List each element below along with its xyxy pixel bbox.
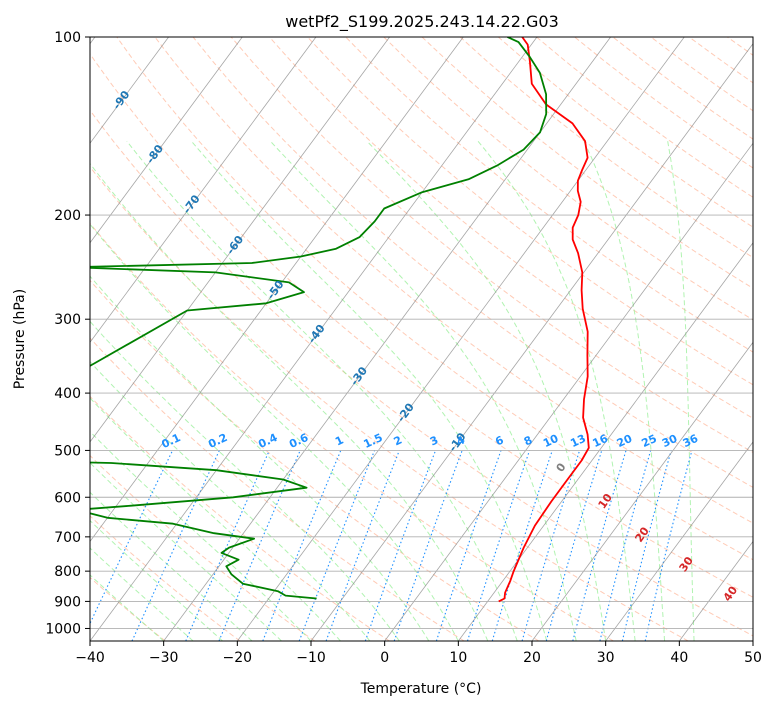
- isotherm-line: [90, 37, 317, 344]
- x-axis-ticks: −40 −30 −20 −10 0 10 20 30 40 50: [75, 641, 762, 666]
- isotherm-line: [531, 341, 753, 641]
- dry-adiabat-line: [90, 395, 390, 641]
- mixing-ratio-label: 30: [660, 432, 680, 450]
- mixing-ratio-label: 10: [541, 432, 561, 450]
- mixing-ratio-label: 20: [615, 432, 635, 450]
- x-tick-label: −40: [75, 650, 105, 666]
- mixing-ratio-line: [262, 450, 342, 641]
- x-tick-label: 40: [670, 650, 688, 666]
- y-tick-label: 200: [54, 208, 81, 224]
- mixing-ratio-lines: [90, 450, 693, 641]
- x-tick-label: −20: [223, 650, 253, 666]
- dry-adiabat-line: [192, 37, 753, 488]
- plot-area: -100-90-80-70-60-50-40-30-20-100.10.20.4…: [90, 37, 753, 641]
- isotherm-line: [90, 37, 538, 641]
- x-tick-label: 10: [449, 650, 467, 666]
- mixing-ratio-line: [521, 450, 581, 641]
- isotherm-line: [90, 37, 169, 144]
- mixing-ratio-line: [325, 450, 400, 641]
- mixing-ratio-line: [545, 450, 603, 641]
- dewpoint-profile-line: [90, 37, 548, 600]
- x-tick-label: 30: [597, 650, 615, 666]
- x-tick-label: −10: [296, 650, 326, 666]
- y-tick-label: 600: [54, 490, 81, 506]
- y-tick-label: 400: [54, 386, 81, 402]
- isotherm-line: [90, 37, 243, 244]
- y-axis-ticks: 100 200 300 400 500 600 700 800 900 1000: [45, 30, 90, 637]
- dry-adiabat-line: [90, 576, 166, 641]
- dry-adiabat-line: [90, 222, 614, 641]
- mixing-ratio-line: [466, 450, 531, 641]
- isotherms: [90, 37, 753, 641]
- mixing-ratio-line: [435, 450, 502, 641]
- x-tick-label: 50: [744, 650, 762, 666]
- dry-adiabat-line: [90, 515, 241, 641]
- temperature-profile-line: [498, 37, 590, 603]
- y-tick-label: 800: [54, 564, 81, 580]
- dry-adiabat-line: [383, 37, 753, 321]
- mixing-ratio-label: 16: [591, 432, 611, 450]
- x-tick-label: 0: [380, 650, 389, 666]
- x-tick-label: −30: [149, 650, 179, 666]
- isotherm-line: [310, 43, 753, 641]
- mixing-ratio-label: 13: [568, 432, 587, 450]
- mixing-ratio-line: [491, 450, 553, 641]
- isotherm-line: [90, 37, 464, 543]
- mixing-ratio-label: 25: [639, 432, 658, 450]
- mixing-ratio-line: [185, 450, 270, 641]
- dry-adiabat-line: [154, 37, 753, 524]
- y-tick-label: 1000: [45, 621, 81, 637]
- y-tick-label: 500: [54, 443, 81, 459]
- isotherm-line: [237, 37, 685, 641]
- profile-series: [90, 37, 590, 603]
- mixing-ratio-line: [218, 450, 301, 641]
- y-tick-label: 700: [54, 530, 81, 546]
- chart-title: wetPf2_S199.2025.243.14.22.G03: [285, 12, 559, 32]
- mixing-ratio-line: [364, 450, 437, 641]
- pressure-gridlines: [90, 37, 753, 629]
- x-tick-label: 20: [523, 650, 541, 666]
- y-tick-label: 300: [54, 312, 81, 328]
- dry-adiabat-line: [421, 37, 753, 289]
- isotherm-line: [605, 441, 753, 641]
- mixing-ratio-line: [572, 450, 627, 641]
- dry-adiabat-line: [90, 166, 689, 641]
- y-tick-label: 900: [54, 594, 81, 610]
- dry-adiabat-line: [307, 37, 753, 386]
- isotherm-line: [90, 37, 390, 443]
- x-axis-label: Temperature (°C): [360, 681, 482, 697]
- y-tick-label: 100: [54, 30, 81, 46]
- dry-adiabat-line: [90, 337, 465, 641]
- y-axis-label: Pressure (hPa): [12, 289, 28, 389]
- mixing-ratio-line: [621, 450, 672, 641]
- dry-adiabat-line: [269, 37, 753, 419]
- isotherm-line: [384, 142, 753, 641]
- plot-frame: [89, 36, 754, 642]
- mixing-ratio-line: [599, 450, 652, 641]
- isotherm-line: [458, 242, 753, 641]
- mixing-ratio-label: 36: [681, 432, 701, 450]
- mixing-ratio-line: [298, 450, 376, 641]
